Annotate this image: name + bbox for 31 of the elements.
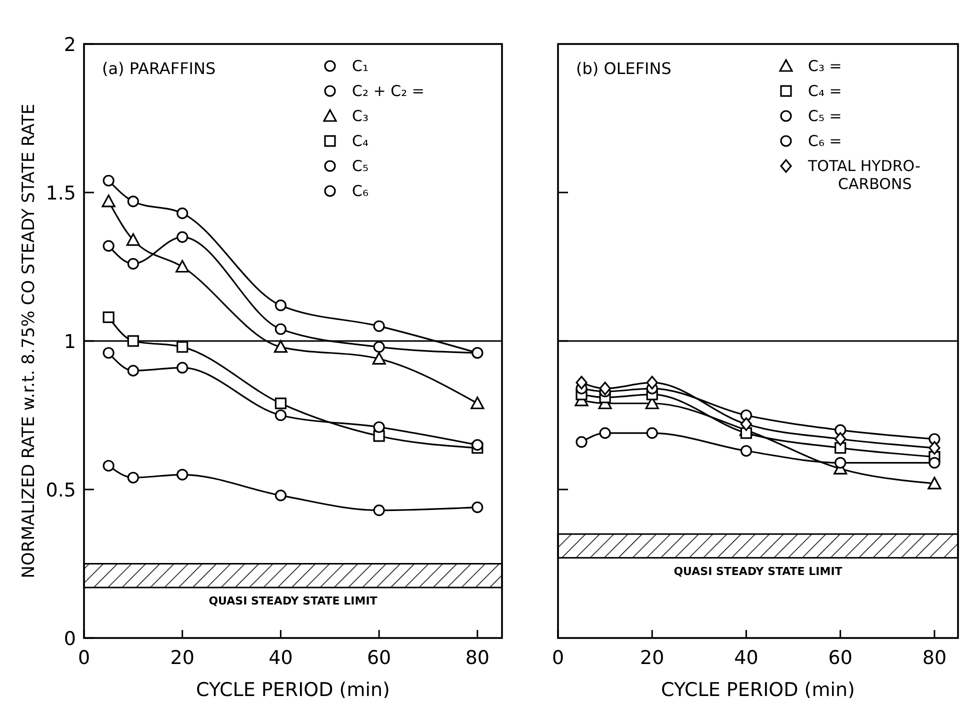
x-tick-label: 80 — [465, 647, 490, 669]
band-label: QUASI STEADY STATE LIMIT — [674, 564, 843, 578]
legend-label: C₄ — [352, 132, 368, 150]
legend-label: C₁ — [352, 57, 368, 75]
text: (a) PARAFFINS — [102, 59, 216, 78]
y-tick-label: 0.5 — [46, 480, 76, 502]
x-tick-label: 60 — [828, 647, 852, 669]
legend-label: C₃ = — [808, 57, 842, 75]
y-axis-title: NORMALIZED RATE w.r.t. 8.75% CO STEADY STATE RATE — [19, 104, 39, 578]
x-tick-label: 20 — [640, 647, 664, 669]
x-tick-label: 0 — [78, 647, 90, 669]
legend-label: C₄ = — [808, 82, 842, 100]
x-tick-label: 60 — [366, 647, 392, 669]
y-tick-label: 1.5 — [46, 182, 76, 204]
x-tick-label: 40 — [734, 647, 758, 669]
x-tick-label: 40 — [268, 647, 293, 669]
legend-label: C₃ — [352, 107, 368, 125]
legend-label: C₅ = — [808, 107, 842, 125]
text: (b) OLEFINS — [576, 59, 672, 78]
y-tick-label: 0 — [64, 628, 76, 650]
legend-label: C₆ — [352, 182, 368, 200]
band-label: QUASI STEADY STATE LIMIT — [208, 594, 378, 608]
legend-label: C₆ = — [808, 132, 842, 150]
y-tick-label: 1 — [64, 331, 76, 353]
x-tick-label: 20 — [170, 647, 194, 669]
legend-label: TOTAL HYDRO-CARBONS — [807, 157, 920, 193]
x-tick-label: 80 — [922, 647, 947, 669]
y-tick-label: 2 — [64, 34, 76, 56]
legend-label: C₅ — [352, 157, 368, 175]
legend-label: C₂ + C₂ = — [352, 82, 424, 100]
x-tick-label: 0 — [552, 647, 564, 669]
